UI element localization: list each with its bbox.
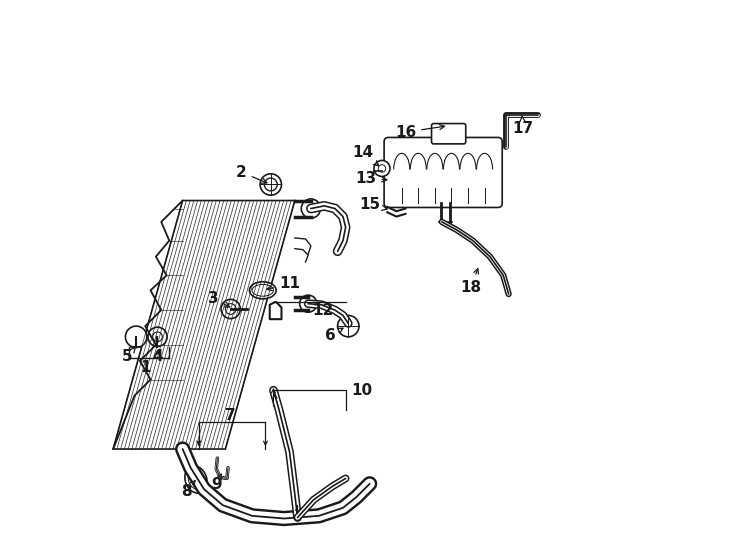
Circle shape (148, 327, 167, 347)
Circle shape (260, 174, 281, 195)
Text: 4: 4 (152, 349, 163, 364)
Text: 9: 9 (211, 474, 222, 492)
Circle shape (338, 315, 359, 337)
Text: 13: 13 (355, 171, 387, 186)
Text: 8: 8 (181, 481, 195, 500)
Text: 17: 17 (512, 116, 534, 136)
Text: 15: 15 (359, 197, 387, 212)
Text: 3: 3 (208, 291, 230, 307)
Text: 7: 7 (225, 408, 236, 423)
Text: 14: 14 (352, 145, 379, 166)
Text: 12: 12 (313, 302, 334, 318)
Text: 5: 5 (123, 347, 136, 364)
Circle shape (126, 326, 147, 348)
Text: 1: 1 (140, 360, 150, 375)
FancyBboxPatch shape (384, 138, 502, 207)
Text: 16: 16 (395, 125, 445, 140)
Text: 2: 2 (236, 165, 267, 183)
Text: 6: 6 (325, 328, 343, 343)
Text: 18: 18 (461, 268, 482, 295)
FancyBboxPatch shape (432, 124, 466, 144)
Ellipse shape (250, 282, 276, 299)
Circle shape (221, 299, 240, 319)
Text: 10: 10 (351, 383, 372, 398)
Circle shape (374, 160, 390, 177)
Ellipse shape (185, 466, 207, 493)
Text: 11: 11 (267, 276, 300, 292)
